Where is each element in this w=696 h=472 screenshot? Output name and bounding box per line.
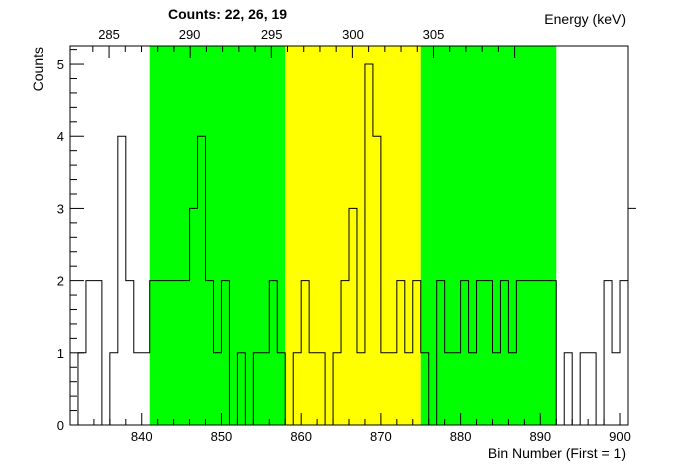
x2-tick-label: 290 (179, 27, 201, 42)
region-3 (420, 46, 557, 425)
region-2 (285, 46, 421, 425)
x2-tick-label: 295 (261, 27, 283, 42)
histogram-series (70, 63, 636, 426)
counting-regions (149, 46, 557, 425)
x2-tick-label: 285 (98, 27, 120, 42)
x-tick-label: 850 (211, 429, 233, 444)
axes: 840 850 860 870 880 890 900 0 1 2 3 4 5 285 290 295 300 3… (57, 27, 631, 444)
region-1 (149, 46, 286, 425)
x-axis-label: Bin Number (First = 1) (488, 445, 626, 461)
x2-tick-label: 300 (342, 27, 364, 42)
y-axis-label: Counts (30, 47, 46, 91)
y-tick-label: 0 (57, 418, 64, 433)
y-tick-label: 1 (57, 346, 64, 361)
y-tick-label: 2 (57, 274, 64, 289)
x-tick-label: 890 (529, 429, 551, 444)
top-axis-label: Energy (keV) (544, 11, 626, 27)
y-tick-label: 4 (57, 129, 64, 144)
x-tick-label: 880 (450, 429, 472, 444)
y-tick-label: 3 (57, 201, 64, 216)
x-tick-label: 870 (370, 429, 392, 444)
x-tick-label: 840 (131, 429, 153, 444)
chart-title: Counts: 22, 26, 19 (168, 6, 287, 22)
x2-tick-label: 305 (423, 27, 445, 42)
x-tick-label: 860 (290, 429, 312, 444)
y-tick-label: 5 (57, 57, 64, 72)
x-tick-label: 900 (609, 429, 631, 444)
